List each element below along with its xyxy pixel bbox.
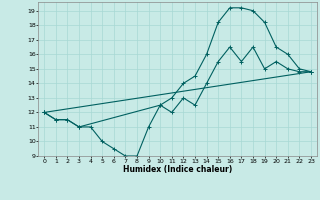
X-axis label: Humidex (Indice chaleur): Humidex (Indice chaleur) <box>123 165 232 174</box>
